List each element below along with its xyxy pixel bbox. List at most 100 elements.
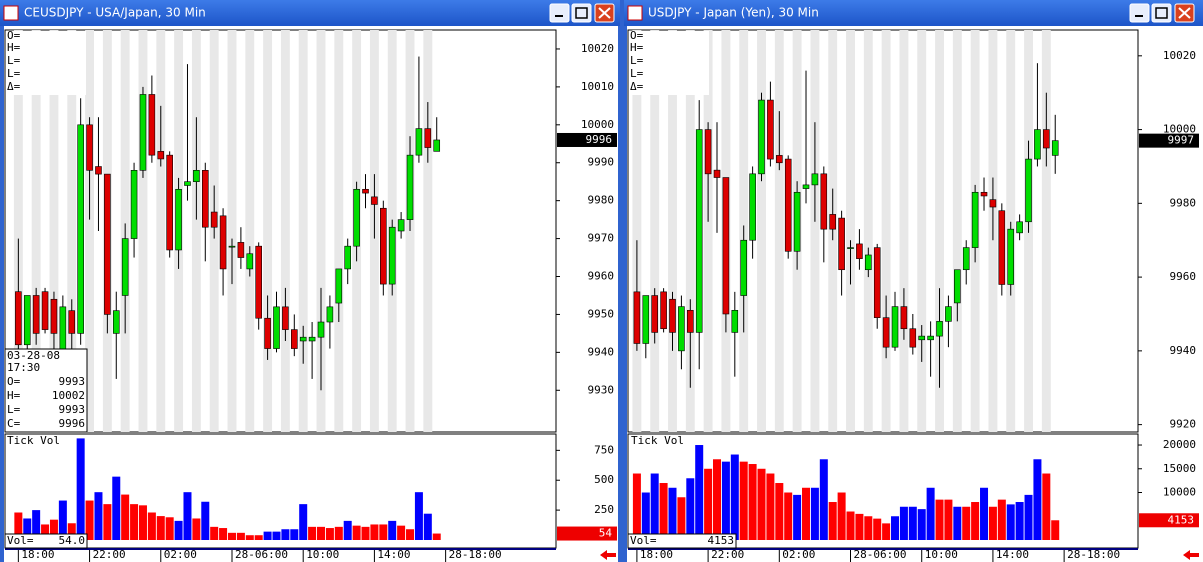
title-bar[interactable] [0,0,620,26]
volume-bar [739,461,748,540]
volume-bar [935,499,944,540]
volume-bar [432,533,441,540]
volume-bar [1033,459,1042,540]
candle-body [971,191,979,248]
candle-body [945,306,952,322]
volume-bar [94,492,103,540]
maximize-icon [1155,7,1168,19]
stripe [423,30,433,432]
candle-body [193,170,200,182]
volume-bar [414,492,423,540]
candle-body [15,291,22,346]
volume-bar [76,438,85,540]
candle-body [255,245,262,319]
candle-body [989,199,997,208]
x-tick-label: 10:00 [306,548,339,561]
stripe [757,30,766,432]
candle-body [362,188,369,194]
cursor-box [4,348,88,433]
y-tick-label: 9960 [1170,270,1197,283]
volume-title: Tick Vol [7,434,60,447]
candle-body [1034,129,1041,160]
volume-bar [713,459,722,540]
maximize-button[interactable] [1151,3,1172,23]
last-value-label: 9997 [1168,134,1195,147]
cursor-value: 9993 [59,375,86,388]
stripe [31,30,41,432]
volume-bar [254,535,263,540]
last-value-box [1139,513,1199,528]
candle-body [954,269,961,304]
candle-body [1016,221,1023,234]
volume-title: Tick Vol [631,434,684,447]
candle-body [32,295,40,334]
volume-bar [156,516,165,540]
y-tick-label: 10020 [581,42,614,55]
candle-body [210,211,218,228]
minimize-button[interactable] [1129,3,1150,23]
candle-body [687,309,694,333]
cursor-label: H= [7,389,21,402]
x-tick-label: 28-18:00 [449,548,502,561]
volume-bar [632,473,641,540]
stripe [191,30,201,432]
ohlc-label: O= [630,29,644,42]
maximize-button[interactable] [571,3,592,23]
cursor-date: 03-28-08 [7,349,60,362]
title-bar[interactable] [624,0,1203,26]
volume-bar [236,532,245,540]
window-title: CEUSDJPY - USA/Japan, 30 Min [24,6,206,20]
candle-body [678,306,685,352]
volume-bar [757,468,766,540]
app-icon[interactable] [3,5,19,21]
candle-body [95,166,102,175]
app-icon[interactable] [627,5,643,21]
candle-body [184,181,191,186]
candle-body [722,177,730,315]
candle-body [998,210,1006,285]
x-tick-label: 14:00 [377,548,410,561]
candle-body [317,321,325,338]
candle-body [299,336,307,342]
volume-bar [650,473,659,540]
candle-body [77,124,84,334]
candle-body [424,128,432,148]
window-buttons [549,3,615,23]
candle-body [201,170,209,228]
candle-body [660,291,667,330]
volume-bar [112,476,121,540]
candle-body [388,226,396,285]
volume-bar [953,506,962,540]
volume-bar [41,524,50,540]
volume-bar [219,528,228,540]
stripe [952,30,962,432]
maximize-icon [575,7,588,19]
x-tick-label: 10:00 [925,548,958,561]
close-icon [598,7,611,19]
scroll-arrow[interactable] [600,550,616,560]
volume-readout-box [4,533,88,549]
candle-body [59,306,67,353]
volume-bar [183,492,192,540]
last-value-box [557,132,617,147]
stripe [863,30,873,432]
candle-body [776,155,783,164]
volume-bar [917,509,926,540]
y-tick-label: 10000 [581,118,614,131]
volume-readout-box [627,533,737,549]
volume-bar [325,528,334,540]
candle-body [856,243,863,259]
window-buttons [1129,3,1195,23]
minimize-button[interactable] [549,3,570,23]
volume-bar [388,520,397,540]
y-tick-label: 9980 [588,194,615,207]
stripe [245,30,255,432]
volume-bar [1042,473,1051,540]
ohlc-label: Δ= [7,80,21,93]
candle-body [1007,228,1015,285]
scroll-arrow[interactable] [1183,550,1199,560]
volume-bar [1006,504,1015,540]
candle-body [749,173,756,241]
volume-bar [775,483,784,540]
volume-bar [308,526,317,540]
